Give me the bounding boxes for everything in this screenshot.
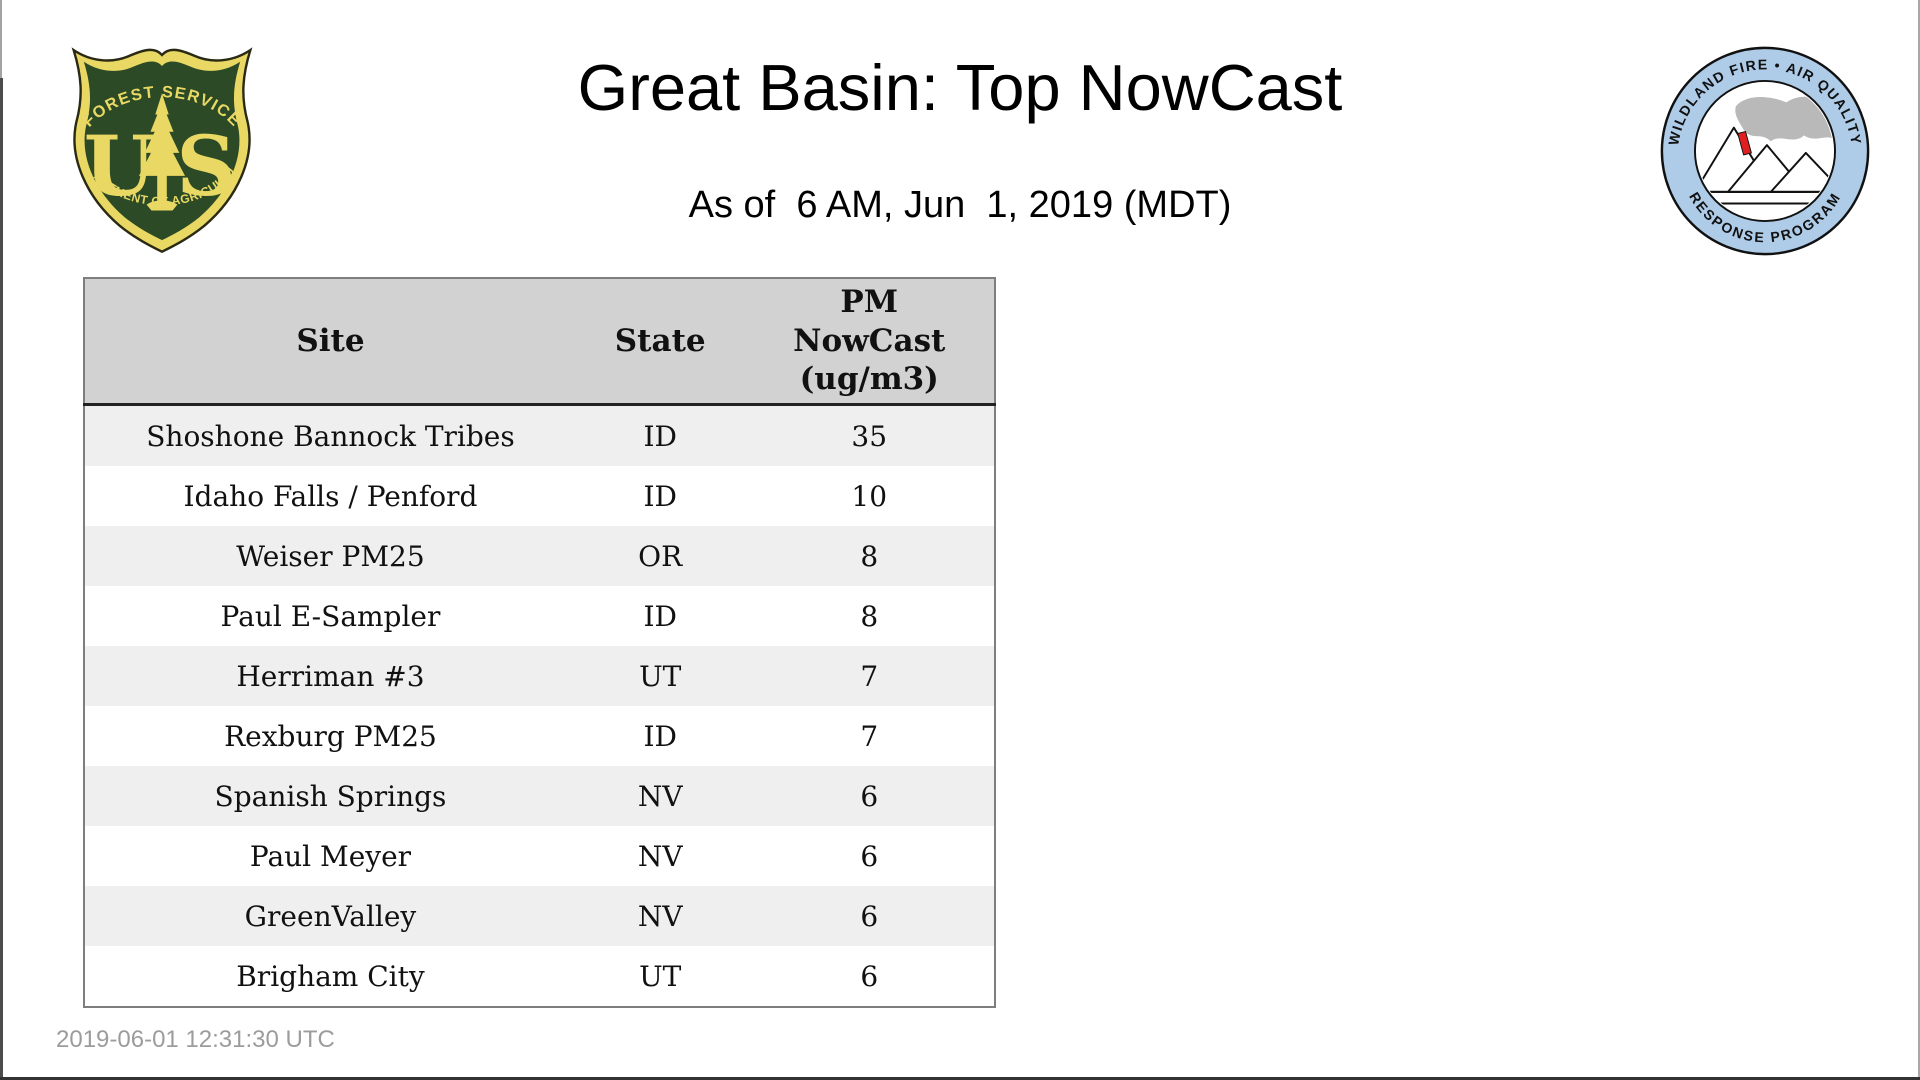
state-cell: OR [575, 526, 745, 586]
table-row: Paul Meyer NV 6 [84, 826, 995, 886]
site-cell: Idaho Falls / Penford [84, 466, 576, 526]
state-cell: ID [575, 706, 745, 766]
window-edge-bottom [0, 1077, 1920, 1080]
value-cell: 7 [744, 706, 995, 766]
table-row: GreenValley NV 6 [84, 886, 995, 946]
fs-letter-u: U [84, 118, 156, 215]
table-row: Spanish Springs NV 6 [84, 766, 995, 826]
wildland-fire-air-quality-logo-icon: WILDLAND FIRE • AIR QUALITY RESPONSE PRO… [1660, 46, 1870, 256]
site-cell: Paul E-Sampler [84, 586, 576, 646]
state-cell: ID [575, 586, 745, 646]
state-cell: ID [575, 404, 745, 466]
page-subtitle: As of 6 AM, Jun 1, 2019 (MDT) [688, 184, 1232, 226]
window-edge-right [1918, 0, 1920, 1080]
window-edge-left-bottom [0, 78, 3, 1080]
value-cell: 6 [744, 766, 995, 826]
table-body: Shoshone Bannock Tribes ID 35 Idaho Falls /… [84, 404, 995, 1007]
generated-timestamp: 2019-06-01 12:31:30 UTC [56, 1026, 335, 1053]
fs-pine-tree-icon [138, 93, 186, 211]
value-cell: 6 [744, 886, 995, 946]
value-cell: 6 [744, 826, 995, 886]
table-row: Rexburg PM25 ID 7 [84, 706, 995, 766]
state-cell: NV [575, 826, 745, 886]
column-header-state: State [575, 278, 745, 406]
table-row: Paul E-Sampler ID 8 [84, 586, 995, 646]
state-cell: UT [575, 646, 745, 706]
site-cell: GreenValley [84, 886, 576, 946]
state-cell: UT [575, 946, 745, 1007]
column-header-pm-nowcast: PM NowCast (ug/m3) [744, 278, 995, 406]
column-header-site: Site [84, 278, 576, 406]
nowcast-table: Site State PM NowCast (ug/m3) Shoshone B… [83, 277, 996, 1008]
site-cell: Spanish Springs [84, 766, 576, 826]
us-forest-service-logo-icon: FOREST SERVICE U S DEPARTMENT OF AGRICUL… [66, 42, 253, 254]
page-title: Great Basin: Top NowCast [577, 51, 1343, 124]
value-cell: 35 [744, 404, 995, 466]
table-row: Weiser PM25 OR 8 [84, 526, 995, 586]
site-cell: Shoshone Bannock Tribes [84, 404, 576, 466]
state-cell: ID [575, 466, 745, 526]
table-row: Idaho Falls / Penford ID 10 [84, 466, 995, 526]
flame-mark [1737, 130, 1752, 156]
site-cell: Brigham City [84, 946, 576, 1007]
window-edge-left-top [0, 0, 2, 78]
value-cell: 10 [744, 466, 995, 526]
table-row: Brigham City UT 6 [84, 946, 995, 1007]
site-cell: Herriman #3 [84, 646, 576, 706]
value-cell: 6 [744, 946, 995, 1007]
table-header-row: Site State PM NowCast (ug/m3) [84, 278, 995, 406]
value-cell: 8 [744, 586, 995, 646]
smoke-plume [1735, 96, 1834, 142]
site-cell: Rexburg PM25 [84, 706, 576, 766]
state-cell: NV [575, 886, 745, 946]
site-cell: Paul Meyer [84, 826, 576, 886]
fs-letter-s: S [176, 118, 236, 215]
table-row: Herriman #3 UT 7 [84, 646, 995, 706]
site-cell: Weiser PM25 [84, 526, 576, 586]
state-cell: NV [575, 766, 745, 826]
table-row: Shoshone Bannock Tribes ID 35 [84, 404, 995, 466]
value-cell: 8 [744, 526, 995, 586]
value-cell: 7 [744, 646, 995, 706]
